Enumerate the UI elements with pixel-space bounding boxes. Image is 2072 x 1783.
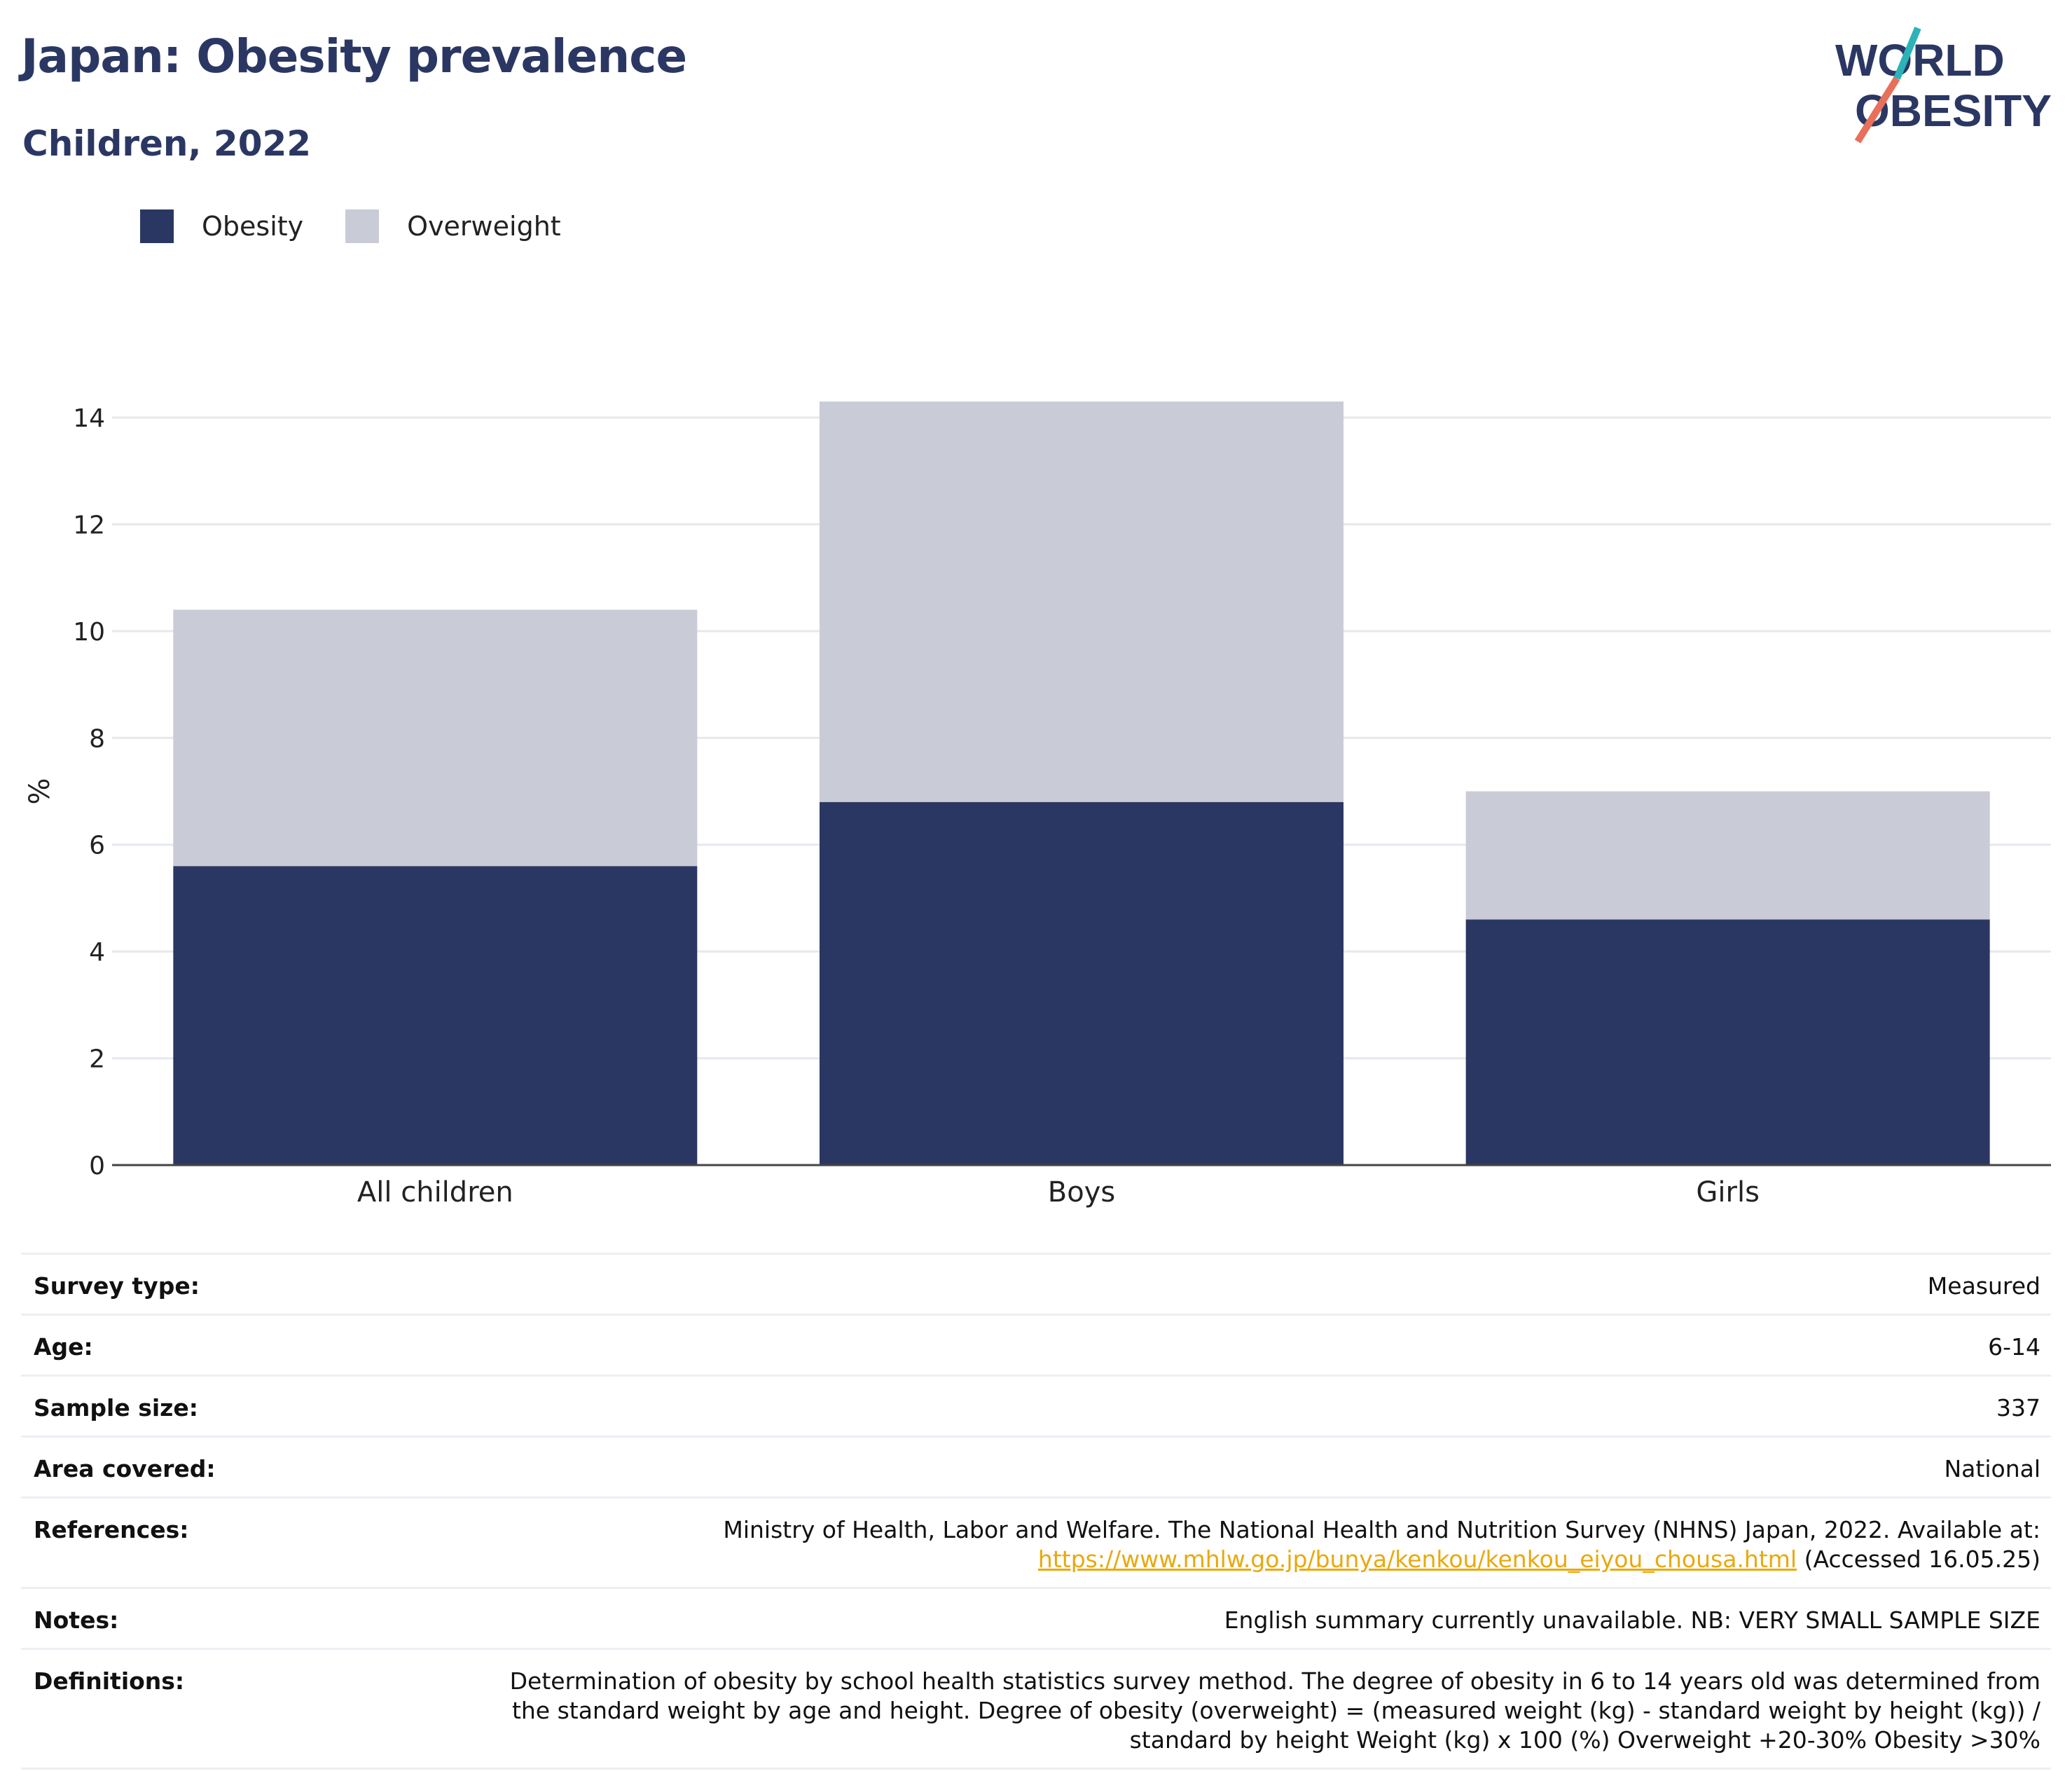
- info-label: Notes:: [34, 1606, 119, 1634]
- page-subtitle: Children, 2022: [22, 123, 312, 164]
- info-value: Ministry of Health, Labor and Welfare. T…: [723, 1515, 2040, 1574]
- logo-slash-coral: [1854, 76, 1900, 144]
- bar-obesity: [1465, 919, 1990, 1165]
- info-value: English summary currently unavailable. N…: [1224, 1606, 2040, 1634]
- info-label: Age:: [34, 1333, 93, 1361]
- bar-obesity: [820, 801, 1344, 1165]
- info-value: 337: [1996, 1394, 2040, 1421]
- world-obesity-logo: WORLD OBESITY: [1835, 27, 2052, 144]
- legend-swatch-obesity: [140, 209, 174, 243]
- y-tick-label: 2: [89, 1045, 105, 1074]
- bar-obesity: [173, 866, 698, 1165]
- info-value: Determination of obesity by school healt…: [509, 1667, 2040, 1754]
- legend-item-obesity: Obesity: [140, 209, 303, 243]
- legend-label-overweight: Overweight: [407, 211, 561, 242]
- y-tick-label: 8: [89, 724, 105, 753]
- info-row-definitions: Definitions: Determination of obesity by…: [21, 1648, 2051, 1770]
- info-label: Definitions:: [34, 1667, 185, 1695]
- y-tick-label: 12: [73, 511, 105, 539]
- survey-info-table: Survey type: Measured Age: 6-14 Sample s…: [21, 1253, 2051, 1770]
- chart-legend: Obesity Overweight: [140, 209, 603, 244]
- info-row-references: References: Ministry of Health, Labor an…: [21, 1496, 2051, 1587]
- bar-overweight: [1465, 791, 1990, 920]
- stacked-bar-chart: 0 2 4 6 8 10 12 14% All children Boys Girls: [24, 401, 2051, 1209]
- info-row-sample-size: Sample size: 337: [21, 1375, 2051, 1436]
- logo-word-world: WORLD: [1835, 35, 2005, 85]
- page-title: Japan: Obesity prevalence: [21, 29, 687, 83]
- legend-label-obesity: Obesity: [202, 211, 304, 242]
- bar-overweight: [173, 610, 698, 867]
- info-label: Sample size:: [34, 1394, 198, 1421]
- x-tick-label: Girls: [1696, 1176, 1760, 1209]
- info-value: Measured: [1927, 1272, 2040, 1300]
- info-value: National: [1944, 1455, 2040, 1482]
- legend-swatch-overweight: [345, 209, 380, 243]
- info-label: References:: [34, 1516, 189, 1543]
- x-tick-label: All children: [357, 1176, 513, 1209]
- info-value: 6-14: [1988, 1333, 2040, 1361]
- logo-slash-teal: [1893, 27, 1921, 80]
- info-row-notes: Notes: English summary currently unavail…: [21, 1587, 2051, 1648]
- y-tick-label: 0: [89, 1152, 105, 1180]
- info-row-age: Age: 6-14: [21, 1314, 2051, 1375]
- info-label: Area covered:: [34, 1455, 216, 1482]
- info-row-survey-type: Survey type: Measured: [21, 1253, 2051, 1314]
- y-tick-label: 6: [89, 832, 105, 860]
- bar-overweight: [820, 401, 1344, 802]
- legend-item-overweight: Overweight: [345, 209, 561, 243]
- reference-text: Ministry of Health, Labor and Welfare. T…: [723, 1516, 2040, 1543]
- info-row-area-covered: Area covered: National: [21, 1436, 2051, 1496]
- y-tick-label: 4: [89, 938, 105, 967]
- x-tick-label: Boys: [1048, 1176, 1115, 1209]
- y-axis-label: %: [24, 778, 56, 804]
- reference-link[interactable]: https://www.mhlw.go.jp/bunya/kenkou/kenk…: [1037, 1546, 1797, 1573]
- y-tick-label: 14: [73, 404, 105, 433]
- info-label: Survey type:: [34, 1272, 200, 1300]
- reference-accessed: (Accessed 16.05.25): [1804, 1546, 2040, 1573]
- y-tick-label: 10: [73, 618, 105, 647]
